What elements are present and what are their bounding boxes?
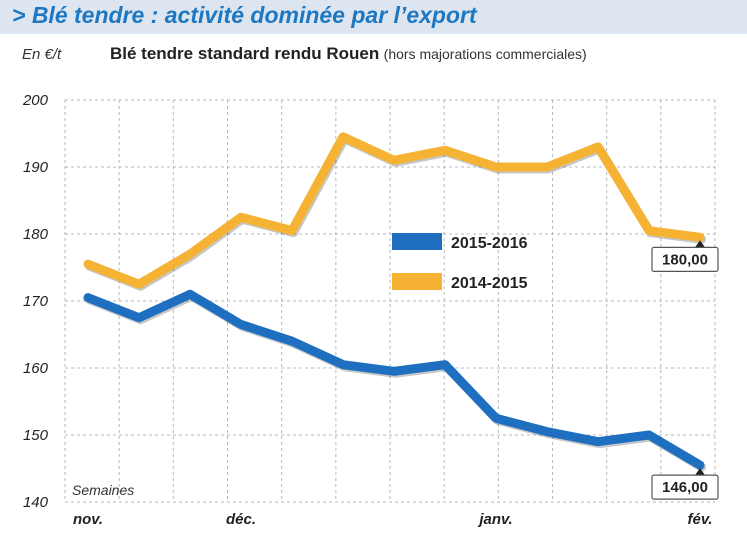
x-axis-title: Semaines — [72, 482, 134, 498]
y-tick-label: 160 — [23, 360, 49, 377]
x-axis: nov. déc. janv. fév. — [73, 511, 713, 528]
callout-pointer — [695, 240, 705, 248]
callout-box — [651, 474, 719, 500]
legend-swatch — [392, 273, 442, 290]
end-value-label: 180,00 — [662, 251, 708, 268]
page-title: > Blé tendre : activité dominée par l’ex… — [12, 2, 477, 28]
legend-swatch — [392, 233, 442, 250]
unit-label: En €/t — [22, 46, 62, 63]
y-tick-label: 200 — [22, 92, 49, 109]
y-tick-label: 180 — [23, 226, 49, 243]
end-value-label: 146,00 — [662, 479, 708, 496]
chart-title: Blé tendre standard rendu Rouen — [110, 44, 380, 63]
series-line — [83, 289, 705, 470]
x-tick-label: nov. — [73, 511, 103, 528]
chart-subtitle: (hors majorations commerciales) — [383, 46, 587, 62]
y-tick-label: 170 — [23, 293, 49, 310]
y-axis: 140 150 160 170 180 190 200 — [22, 92, 49, 511]
y-tick-label: 140 — [23, 494, 49, 511]
x-tick-label: fév. — [687, 511, 712, 528]
x-tick-label: déc. — [226, 511, 256, 528]
chart-title-line: Blé tendre standard rendu Rouen (hors ma… — [110, 44, 587, 64]
end-labels: 146,00 180,00 — [651, 240, 719, 500]
legend: 2015-2016 2014-2015 — [392, 233, 528, 292]
series-lines — [83, 132, 706, 472]
series-line — [83, 132, 705, 289]
y-tick-label: 190 — [23, 159, 49, 176]
x-tick-label: janv. — [477, 511, 512, 528]
callout-box — [651, 246, 719, 272]
legend-label: 2015-2016 — [451, 235, 528, 252]
title-bar: > Blé tendre : activité dominée par l’ex… — [0, 0, 747, 34]
callout-pointer — [695, 468, 705, 476]
y-tick-label: 150 — [23, 427, 49, 444]
legend-label: 2014-2015 — [451, 275, 528, 292]
